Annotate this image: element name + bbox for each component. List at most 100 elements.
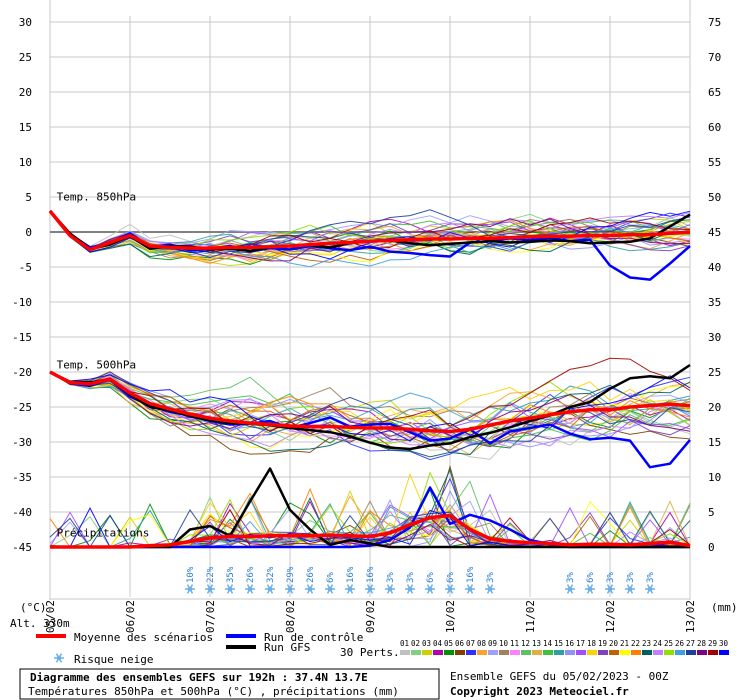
legend-snow-label: Risque neige bbox=[74, 653, 153, 666]
pert-precip-line bbox=[50, 511, 691, 548]
snow-risk-label: 26% bbox=[246, 566, 256, 583]
perturbation-swatch bbox=[686, 650, 696, 655]
perturbation-swatch bbox=[532, 650, 542, 655]
perturbation-number: 14 bbox=[543, 639, 553, 648]
snow-risk-label: 29% bbox=[286, 566, 296, 583]
snow-risk-item: 26% bbox=[245, 566, 256, 594]
perturbation-number: 10 bbox=[499, 639, 509, 648]
perturbation-number: 20 bbox=[609, 639, 619, 648]
snow-risk-label: 35% bbox=[226, 566, 236, 583]
right-tick-label: 35 bbox=[708, 296, 721, 309]
perturbations-label: 30 Perts. bbox=[340, 646, 400, 659]
pert-500-line bbox=[49, 357, 691, 440]
perturbation-number: 16 bbox=[565, 639, 575, 648]
perturbation-swatch bbox=[708, 650, 718, 655]
snow-risk-item: 3% bbox=[625, 572, 636, 594]
perturbation-swatch bbox=[697, 650, 707, 655]
snow-risk-row: 10% 22% 35% 26% 32% 29% 26% 6% 16% 16% 3% 3% 6% 6% 16%… bbox=[185, 566, 656, 594]
perturbation-swatch bbox=[543, 650, 553, 655]
pert-500-line bbox=[49, 371, 691, 448]
perturbation-number: 13 bbox=[532, 639, 541, 648]
snow-risk-item: 3% bbox=[605, 572, 616, 594]
snow-risk-item: 26% bbox=[305, 566, 316, 594]
perturbation-number: 29 bbox=[708, 639, 717, 648]
x-tick-label: 08/02 bbox=[284, 600, 297, 633]
snow-risk-label: 3% bbox=[406, 572, 416, 583]
snowflake-icon bbox=[245, 584, 255, 594]
perturbation-number: 11 bbox=[510, 639, 519, 648]
perturbation-number: 23 bbox=[642, 639, 651, 648]
left-tick-label: -40 bbox=[12, 506, 32, 519]
right-tick-label: 70 bbox=[708, 51, 721, 64]
snow-risk-item: 35% bbox=[225, 566, 236, 594]
perturbation-swatch bbox=[609, 650, 619, 655]
right-tick-label: 75 bbox=[708, 16, 721, 29]
perturbation-swatch bbox=[455, 650, 465, 655]
perturbation-number: 24 bbox=[653, 639, 663, 648]
perturbation-number: 30 bbox=[719, 639, 729, 648]
pert-850-line bbox=[49, 210, 691, 252]
snow-risk-item: 16% bbox=[345, 566, 356, 594]
perturbation-number: 06 bbox=[455, 639, 465, 648]
perturbation-number: 25 bbox=[664, 639, 673, 648]
snowflake-icon bbox=[425, 584, 435, 594]
snowflake-icon bbox=[645, 584, 655, 594]
section-labels: Temp. 850hPa Temp. 500hPa Précipitations bbox=[57, 191, 150, 540]
left-tick-label: -5 bbox=[19, 261, 32, 274]
snowflake-icon bbox=[345, 584, 355, 594]
x-tick-label: 10/02 bbox=[444, 600, 457, 633]
x-tick-label: 13/02 bbox=[684, 600, 697, 633]
legend-control-label: Run de contrôle bbox=[264, 631, 363, 644]
perturbation-number: 01 bbox=[400, 639, 409, 648]
snow-risk-item: 3% bbox=[485, 572, 496, 594]
snow-risk-item: 6% bbox=[445, 572, 456, 594]
snow-risk-label: 3% bbox=[646, 572, 656, 583]
perturbation-number: 02 bbox=[411, 639, 420, 648]
perturbation-swatch bbox=[499, 650, 509, 655]
right-tick-label: 60 bbox=[708, 121, 721, 134]
series-t500-5 bbox=[49, 363, 691, 451]
snowflake-icon bbox=[445, 584, 455, 594]
x-tick-label: 11/02 bbox=[524, 600, 537, 633]
snow-risk-item: 10% bbox=[185, 566, 196, 594]
left-tick-label: 5 bbox=[25, 191, 32, 204]
snowflake-icon bbox=[325, 584, 335, 594]
snowflake-icon bbox=[585, 584, 595, 594]
perturbation-swatch bbox=[620, 650, 630, 655]
snowflake-icon bbox=[605, 584, 615, 594]
snow-risk-item: 16% bbox=[465, 566, 476, 594]
left-tick-label: 0 bbox=[25, 226, 32, 239]
snow-risk-label: 16% bbox=[366, 566, 376, 583]
snow-risk-label: 10% bbox=[186, 566, 196, 583]
x-tick-label: 05/02 bbox=[44, 600, 57, 633]
perturbation-swatch bbox=[565, 650, 575, 655]
perturbation-number: 27 bbox=[686, 639, 695, 648]
section-label: Précipitations bbox=[57, 527, 150, 540]
x-tick-label: 07/02 bbox=[204, 600, 217, 633]
right-tick-label: 45 bbox=[708, 226, 721, 239]
altitude-label: Alt. 330m bbox=[10, 617, 70, 630]
right-tick-label: 10 bbox=[708, 471, 721, 484]
title-box bbox=[19, 668, 440, 700]
perturbation-number: 18 bbox=[587, 639, 597, 648]
perturbation-swatch bbox=[400, 650, 410, 655]
snow-risk-label: 6% bbox=[326, 572, 336, 583]
right-unit-label: (mm) bbox=[711, 601, 738, 614]
right-tick-label: 5 bbox=[708, 506, 715, 519]
snowflake-icon bbox=[285, 584, 295, 594]
perturbation-swatch bbox=[433, 650, 443, 655]
perturbation-number: 21 bbox=[620, 639, 629, 648]
x-tick-label: 06/02 bbox=[124, 600, 137, 633]
perturbation-legend: 01 02 03 04 05 06 07 08 09 10 11 12 13 14 15 16 17 18 19 20… bbox=[400, 639, 729, 655]
snow-risk-label: 6% bbox=[426, 572, 436, 583]
perturbation-swatch bbox=[411, 650, 421, 655]
snow-risk-label: 6% bbox=[586, 572, 596, 583]
perturbation-number: 03 bbox=[422, 639, 431, 648]
snowflake-icon bbox=[405, 584, 415, 594]
pert-850-line bbox=[49, 210, 691, 253]
legend-mean-label: Moyenne des scénarios bbox=[74, 631, 213, 644]
snow-risk-item: 6% bbox=[585, 572, 596, 594]
snow-risk-item: 22% bbox=[205, 566, 216, 594]
snowflake-icon bbox=[205, 584, 215, 594]
